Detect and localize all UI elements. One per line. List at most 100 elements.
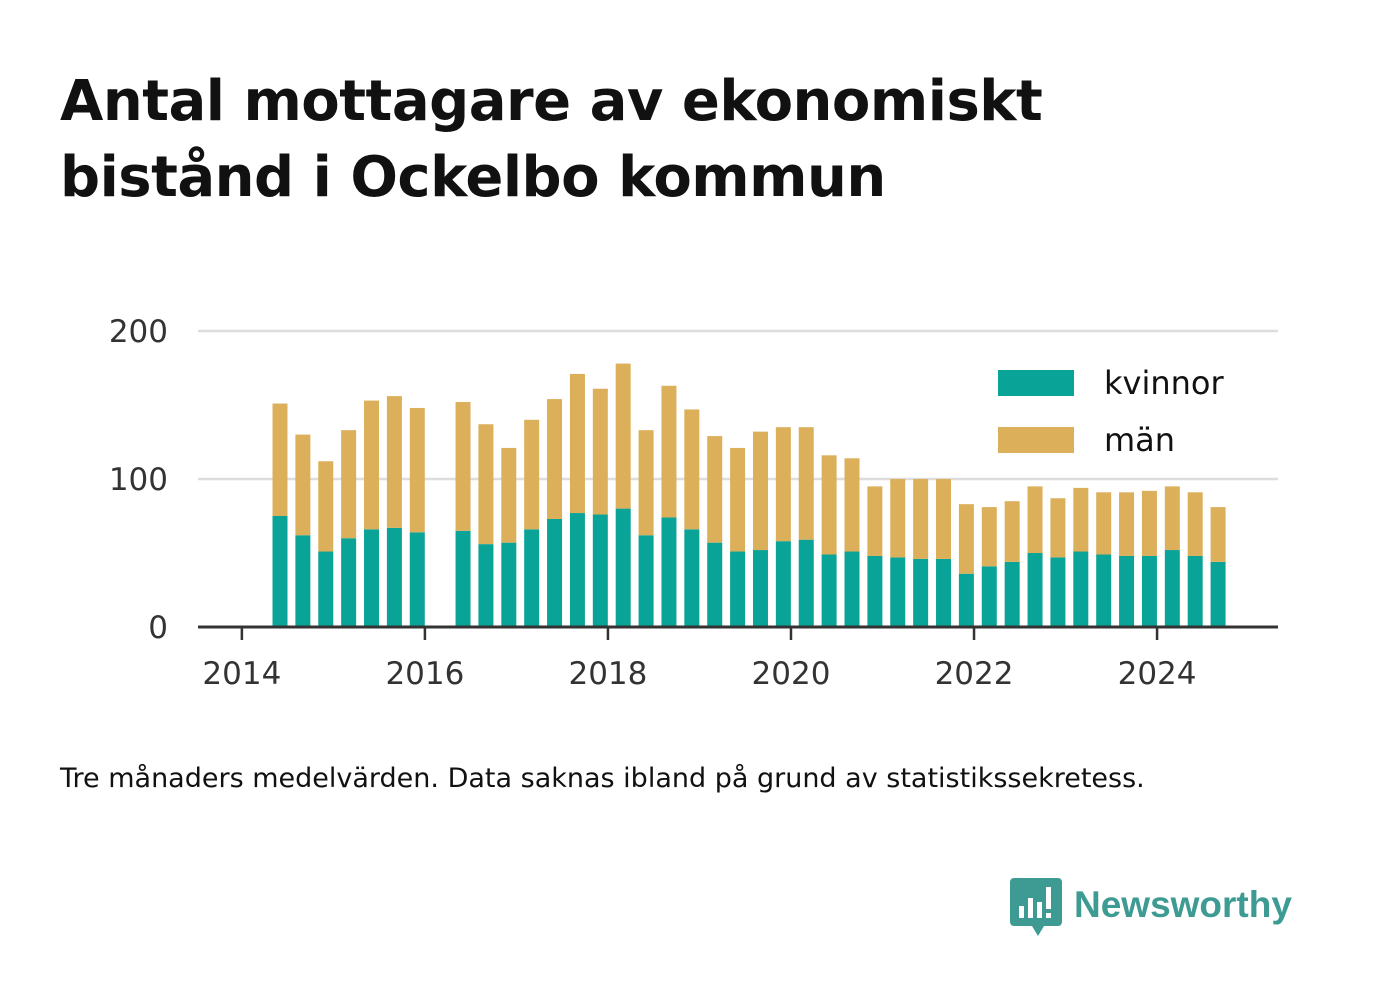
footnote: Tre månaders medelvärden. Data saknas ib… bbox=[60, 763, 1145, 794]
bar-man-2014-12 bbox=[318, 461, 334, 552]
bar-kvinnor-2020-06 bbox=[821, 554, 837, 627]
bar-kvinnor-2020-09 bbox=[844, 551, 860, 627]
chart-title: Antal mottagare av ekonomiskt bistånd i … bbox=[60, 69, 1043, 210]
bar-man-2022-09 bbox=[1027, 486, 1043, 553]
newsworthy-logo: Newsworthy bbox=[1010, 877, 1292, 941]
bar-man-2014-09 bbox=[295, 434, 311, 536]
bar-man-2024-06 bbox=[1187, 492, 1203, 556]
bar-man-2022-12 bbox=[1050, 498, 1066, 558]
bar-kvinnor-2016-06 bbox=[455, 530, 471, 627]
bar-kvinnor-2015-12 bbox=[409, 532, 425, 627]
bar-man-2017-03 bbox=[524, 419, 540, 530]
bar-kvinnor-2024-09 bbox=[1210, 561, 1226, 627]
brand-name: Newsworthy bbox=[1074, 884, 1292, 925]
bar-kvinnor-2014-06 bbox=[272, 516, 288, 627]
x-tick-label-2024: 2024 bbox=[1118, 656, 1197, 692]
bar-kvinnor-2022-06 bbox=[1004, 561, 1020, 627]
bar-kvinnor-2020-12 bbox=[867, 555, 883, 627]
bar-kvinnor-2023-12 bbox=[1141, 555, 1157, 627]
x-axis: 2014 2016 2018 2020 2022 2024 bbox=[198, 625, 1278, 692]
bar-kvinnor-2015-03 bbox=[341, 538, 357, 627]
bar-kvinnor-2021-12 bbox=[958, 573, 974, 627]
bar-man-2018-06 bbox=[638, 430, 654, 536]
bar-man-2020-12 bbox=[867, 486, 883, 556]
bar-man-2020-06 bbox=[821, 455, 837, 555]
bar-kvinnor-2023-09 bbox=[1119, 555, 1135, 627]
x-tick-label-2018: 2018 bbox=[568, 656, 647, 692]
legend-swatch-kvinnor bbox=[998, 370, 1074, 396]
x-tick-label-2014: 2014 bbox=[202, 656, 281, 692]
x-tick-label-2016: 2016 bbox=[385, 656, 464, 692]
bar-kvinnor-2022-03 bbox=[981, 566, 997, 627]
bar-kvinnor-2018-06 bbox=[638, 535, 654, 627]
bar-man-2020-03 bbox=[798, 427, 814, 540]
bar-man-2021-09 bbox=[936, 479, 952, 559]
bar-man-2017-09 bbox=[569, 373, 585, 514]
bar-man-2020-09 bbox=[844, 458, 860, 552]
bar-man-2023-03 bbox=[1073, 487, 1089, 552]
bar-man-2022-03 bbox=[981, 507, 997, 567]
y-tick-label-200: 200 bbox=[109, 314, 168, 350]
bar-man-2016-06 bbox=[455, 402, 471, 531]
x-tick-label-2020: 2020 bbox=[752, 656, 831, 692]
bar-man-2017-06 bbox=[547, 399, 563, 519]
bar-man-2018-09 bbox=[661, 385, 677, 518]
bar-man-2021-03 bbox=[890, 479, 906, 558]
bar-kvinnor-2019-12 bbox=[775, 541, 791, 627]
bar-kvinnor-2024-06 bbox=[1187, 555, 1203, 627]
bar-kvinnor-2018-12 bbox=[684, 529, 700, 627]
bar-kvinnor-2021-09 bbox=[936, 558, 952, 627]
bar-man-2019-06 bbox=[730, 447, 746, 552]
bar-man-2023-09 bbox=[1119, 492, 1135, 556]
legend-label-man: män bbox=[1104, 421, 1175, 459]
bar-kvinnor-2022-12 bbox=[1050, 557, 1066, 627]
bar-man-2016-12 bbox=[501, 447, 517, 543]
y-tick-label-100: 100 bbox=[109, 462, 168, 498]
bar-kvinnor-2017-09 bbox=[569, 513, 585, 627]
bar-kvinnor-2024-03 bbox=[1164, 550, 1180, 627]
bar-kvinnor-2019-03 bbox=[707, 542, 723, 627]
bar-kvinnor-2019-06 bbox=[730, 551, 746, 627]
bar-man-2019-12 bbox=[775, 427, 791, 542]
bar-kvinnor-2018-03 bbox=[615, 508, 631, 627]
stacked-bar-chart: 0 100 200 2014 2016 2018 2020 2022 2024 kvinnor… bbox=[109, 314, 1278, 692]
bar-kvinnor-2015-09 bbox=[386, 527, 402, 627]
bar-man-2014-06 bbox=[272, 403, 288, 516]
bar-man-2024-03 bbox=[1164, 486, 1180, 551]
bar-man-2019-03 bbox=[707, 436, 723, 543]
bar-man-2015-03 bbox=[341, 430, 357, 539]
bar-kvinnor-2016-09 bbox=[478, 544, 494, 627]
bar-man-2015-12 bbox=[409, 407, 425, 533]
bar-kvinnor-2022-09 bbox=[1027, 553, 1043, 627]
bar-kvinnor-2017-03 bbox=[524, 529, 540, 627]
bar-kvinnor-2017-12 bbox=[592, 514, 608, 627]
bar-man-2023-06 bbox=[1096, 492, 1112, 555]
bar-man-2018-12 bbox=[684, 409, 700, 530]
bar-man-2015-09 bbox=[386, 396, 402, 528]
y-tick-label-0: 0 bbox=[148, 610, 168, 646]
bar-man-2024-09 bbox=[1210, 507, 1226, 562]
bar-kvinnor-2023-06 bbox=[1096, 554, 1112, 627]
bar-man-2023-12 bbox=[1141, 490, 1157, 556]
bar-kvinnor-2023-03 bbox=[1073, 551, 1089, 627]
bar-kvinnor-2018-09 bbox=[661, 517, 677, 627]
bar-kvinnor-2014-12 bbox=[318, 551, 334, 627]
bar-man-2019-09 bbox=[752, 431, 768, 551]
bar-kvinnor-2014-09 bbox=[295, 535, 311, 627]
x-tick-label-2022: 2022 bbox=[935, 656, 1014, 692]
bar-kvinnor-2015-06 bbox=[364, 529, 380, 627]
bar-man-2021-06 bbox=[913, 479, 929, 559]
bar-man-2016-09 bbox=[478, 424, 494, 545]
legend-swatch-man bbox=[998, 427, 1074, 453]
bar-man-2021-12 bbox=[958, 504, 974, 574]
bar-kvinnor-2017-06 bbox=[547, 518, 563, 627]
bar-chart-speech-bubble-icon bbox=[1010, 878, 1062, 936]
bar-kvinnor-2021-03 bbox=[890, 557, 906, 627]
bars bbox=[272, 363, 1226, 627]
y-axis-ticks: 0 100 200 bbox=[109, 314, 168, 646]
bar-kvinnor-2021-06 bbox=[913, 558, 929, 627]
bar-man-2015-06 bbox=[364, 400, 380, 530]
bar-man-2017-12 bbox=[592, 388, 608, 515]
bar-kvinnor-2016-12 bbox=[501, 542, 517, 627]
legend: kvinnor män bbox=[985, 355, 1247, 475]
